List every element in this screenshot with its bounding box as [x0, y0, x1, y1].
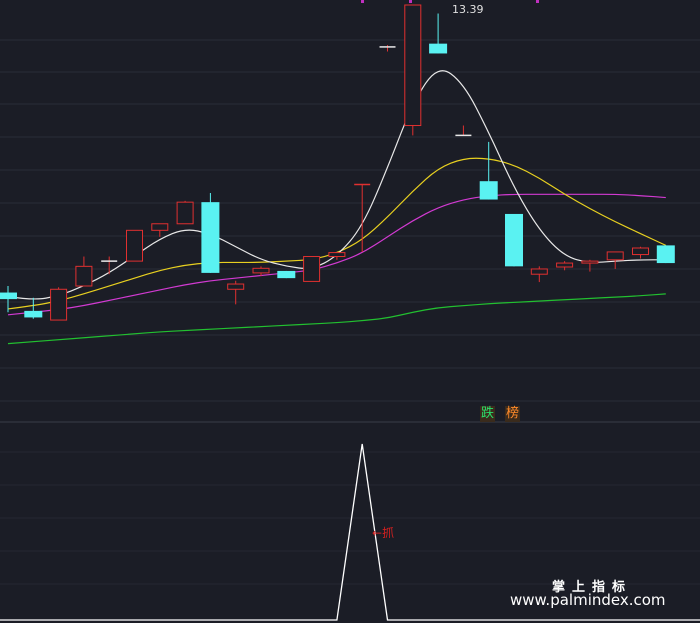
top-marker	[361, 0, 364, 3]
ma-green-line	[7, 293, 666, 345]
candle-body	[429, 43, 448, 54]
watermark-cn: 掌上指标	[552, 580, 633, 595]
candle-body	[176, 201, 194, 225]
candles	[0, 4, 675, 321]
signal-label-text: 抓	[382, 526, 395, 540]
candle-body	[328, 252, 346, 258]
top-marker	[536, 0, 539, 3]
candle-body	[606, 251, 624, 261]
candle-body	[151, 223, 169, 231]
candle-body	[632, 247, 649, 256]
candle-body	[556, 262, 574, 268]
bang-tag: 榜	[505, 406, 521, 422]
ma-yellow-line	[7, 157, 667, 310]
moving-average-lines	[7, 70, 667, 345]
candle-body	[24, 310, 43, 318]
candle-body	[252, 267, 270, 274]
top-marker	[409, 0, 412, 3]
watermark-url: www.palmindex.com	[510, 591, 666, 609]
ma-white-line	[7, 70, 666, 300]
candle-body	[479, 181, 498, 200]
peak-price-label: 13.39	[452, 3, 484, 16]
candle-body	[227, 283, 245, 290]
ma-magenta-line	[7, 193, 666, 316]
candle-body	[75, 265, 93, 287]
candle-body	[0, 292, 17, 300]
die-tag: 跌	[480, 406, 496, 422]
candle-body	[201, 202, 220, 273]
candle-body	[303, 256, 321, 282]
candle-body	[277, 270, 296, 279]
grid-lines	[0, 0, 700, 585]
candle-body	[530, 268, 548, 275]
signal-line	[0, 443, 700, 621]
signal-label: ←抓	[372, 526, 395, 540]
candle-body	[656, 245, 675, 264]
candle-body	[126, 229, 143, 262]
signal-panel	[0, 443, 700, 621]
candle-body	[50, 288, 68, 321]
candle-body	[404, 4, 422, 127]
candle-body	[581, 260, 599, 264]
candle-body	[505, 213, 523, 267]
